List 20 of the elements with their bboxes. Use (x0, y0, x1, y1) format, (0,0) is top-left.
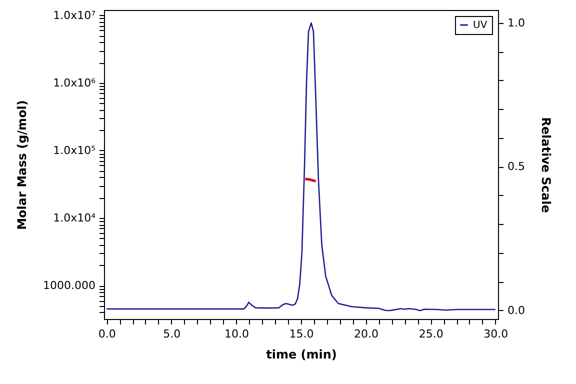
x-tick-label: 25.0 (418, 328, 444, 340)
y-tick-label: 1000.000 (43, 279, 96, 292)
x-tick-label: 0.0 (98, 328, 116, 340)
y2-tick-label: 1.0 (508, 16, 525, 30)
y2-tick-label: 0.0 (508, 304, 525, 317)
x-tick-label: 5.0 (163, 328, 181, 340)
y-tick-label: 1.0x10⁵ (53, 144, 96, 157)
y2-axis-title: Relative Scale (538, 117, 553, 213)
y-tick-label: 1.0x10⁴ (53, 212, 96, 225)
y2-tick-label: 0.5 (508, 160, 525, 174)
x-tick-label: 10.0 (224, 328, 249, 340)
line-series (106, 22, 496, 312)
x-tick-label: 15.0 (289, 328, 314, 340)
x-tick-label: 30.0 (484, 328, 508, 340)
x-tick-label: 20.0 (354, 328, 379, 340)
x-axis-title: time (min) (266, 348, 337, 362)
legend-label: UV (473, 20, 488, 31)
y-tick-label: 1.0x10⁶ (53, 76, 96, 90)
y-axis-title: Molar Mass (g/mol) (15, 100, 30, 230)
y-tick-label: 1.0x10⁷ (53, 8, 96, 22)
